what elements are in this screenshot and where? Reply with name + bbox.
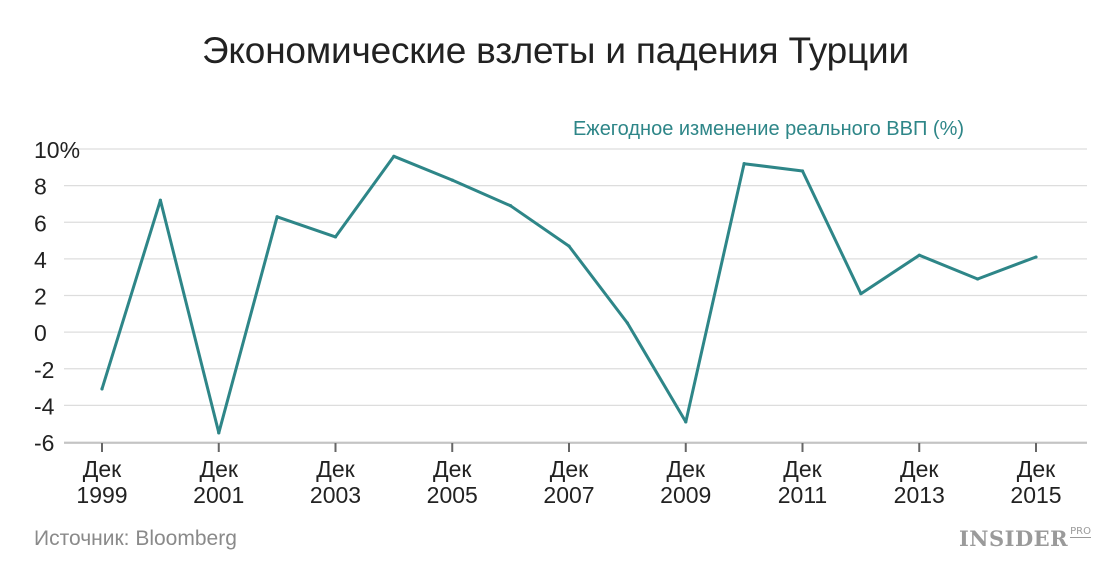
brand-logo: INSIDER PRO: [959, 526, 1091, 551]
data-point: [859, 292, 863, 296]
data-point: [509, 204, 513, 208]
x-tick-label-year: 2003: [310, 482, 361, 508]
data-point: [333, 235, 338, 239]
data-point: [800, 169, 805, 173]
x-tick-label-month: Дек: [433, 456, 472, 482]
gdp-growth-line: [100, 154, 1038, 435]
y-tick-label: 2: [34, 284, 47, 310]
data-point: [742, 162, 746, 166]
chart-subtitle: Ежегодное изменение реального ВВП (%): [573, 118, 964, 140]
chart-title: Экономические взлеты и падения Турции: [202, 30, 909, 71]
y-tick-label: 4: [34, 247, 47, 273]
data-point: [1034, 255, 1038, 259]
data-point: [392, 154, 396, 158]
y-tick-label: -2: [34, 357, 54, 383]
data-point: [684, 420, 688, 424]
data-point: [976, 277, 980, 281]
x-tick-label-month: Дек: [667, 456, 706, 482]
y-tick-label: -6: [34, 430, 54, 456]
x-tick-label-month: Дек: [1017, 456, 1056, 482]
x-tick-label-year: 2015: [1010, 482, 1061, 508]
x-tick-label-year: 2001: [193, 482, 244, 508]
data-point: [917, 253, 921, 257]
x-tick-label-year: 2013: [894, 482, 945, 508]
y-tick-label: -4: [34, 393, 55, 419]
x-tick-label-year: 2005: [427, 482, 478, 508]
data-point: [100, 387, 104, 391]
x-tick-label-month: Дек: [316, 456, 355, 482]
x-tick-label-year: 2009: [660, 482, 711, 508]
source-note: Источник: Bloomberg: [34, 527, 237, 550]
data-point: [450, 178, 454, 182]
x-tick-label-month: Дек: [783, 456, 822, 482]
data-point: [217, 431, 221, 435]
data-point: [275, 215, 279, 219]
brand-sub: PRO: [1070, 526, 1091, 538]
x-tick-label-year: 2007: [543, 482, 594, 508]
y-tick-label: 6: [34, 210, 47, 236]
x-tick-label-month: Дек: [83, 456, 122, 482]
x-tick-label-year: 1999: [76, 482, 127, 508]
data-point: [158, 198, 162, 202]
data-point: [567, 244, 571, 248]
x-tick-label-month: Дек: [900, 456, 939, 482]
y-tick-label: 0: [34, 320, 47, 346]
x-tick-label-year: 2011: [778, 482, 827, 508]
x-tick-label-month: Дек: [200, 456, 239, 482]
data-point: [625, 321, 629, 325]
y-tick-label: 8: [34, 174, 47, 200]
brand-name: INSIDER: [958, 526, 1069, 551]
y-tick-label: 10%: [34, 137, 80, 163]
x-tick-label-month: Дек: [550, 456, 589, 482]
